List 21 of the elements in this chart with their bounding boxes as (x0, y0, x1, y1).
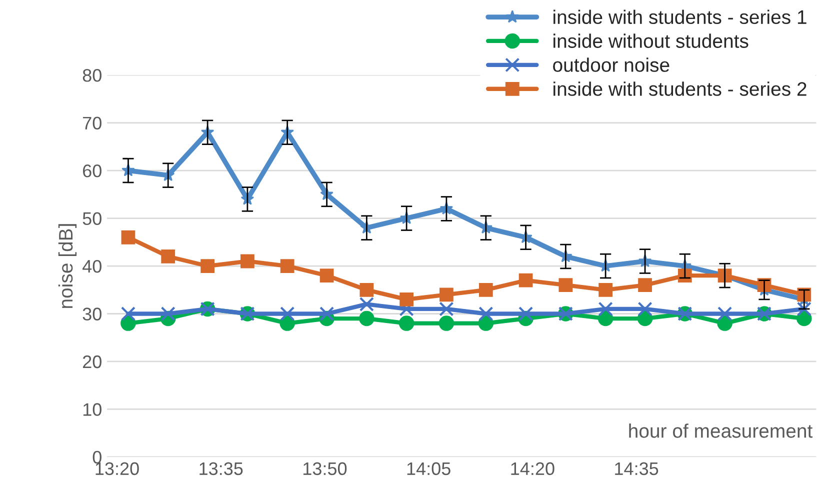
x-tick-label: 14:35 (615, 462, 658, 476)
y-tick-label: 80 (82, 69, 102, 82)
y-tick-label: 50 (82, 212, 102, 226)
y-tick-label: 40 (82, 260, 102, 273)
y-axis-title: noise [dB] (58, 224, 77, 308)
y-tick-label: 20 (82, 355, 102, 368)
legend-label: outdoor noise (553, 58, 670, 72)
x-tick-label: 13:50 (304, 462, 347, 476)
y-tick-label: 70 (83, 116, 102, 130)
legend-label: inside with students - series 1 (554, 10, 806, 24)
legend-label: inside without students (554, 34, 748, 48)
x-tick-label: 13:35 (200, 462, 243, 476)
y-tick-label: 30 (82, 308, 102, 320)
x-tick-label: 14:20 (511, 462, 554, 476)
x-tick-label: 14:05 (407, 462, 450, 476)
legend-label: inside with students - series 2 (554, 82, 806, 96)
y-tick-label: 10 (83, 403, 102, 416)
x-tick-label: 13:20 (96, 462, 139, 476)
x-axis-title: hour of measurement (629, 424, 813, 438)
y-tick-label: 60 (83, 164, 102, 178)
y-tick-label: 0 (92, 450, 102, 464)
